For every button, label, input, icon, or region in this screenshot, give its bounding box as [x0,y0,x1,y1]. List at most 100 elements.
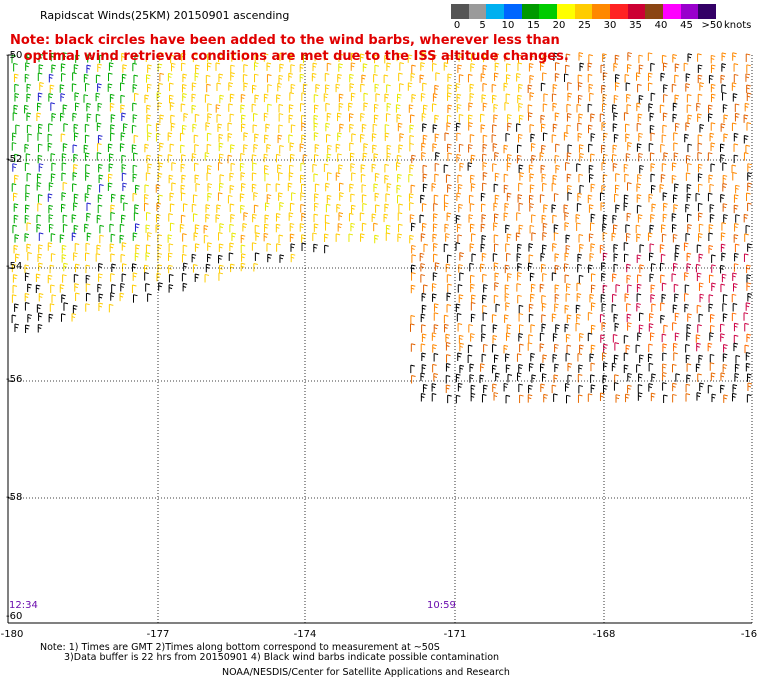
wind-barb [567,144,573,153]
wind-barb [266,62,272,71]
wind-barb [518,102,523,112]
wind-barb [207,183,213,192]
wind-barb [251,103,257,113]
wind-barb [507,373,513,383]
wind-barb [72,304,78,314]
wind-barb [194,162,199,172]
wind-barb [26,53,32,63]
wind-barb [50,253,56,262]
wind-barb [542,72,547,81]
wind-barb [182,233,187,242]
wind-barb [638,373,643,382]
wind-barb [482,102,488,112]
wind-barb [156,202,161,211]
wind-barb [731,122,737,131]
wind-barb [337,73,342,83]
wind-barb [471,53,476,62]
wind-barb [601,262,606,271]
wind-barb [651,373,656,382]
wind-barb [743,114,749,123]
wind-barb [650,284,656,293]
wind-barb [264,223,269,233]
wind-barb [613,62,618,72]
wind-barb [687,53,693,62]
wind-barb [731,164,737,174]
wind-barb [73,193,79,203]
wind-barb [722,353,728,362]
wind-barb [612,273,617,282]
wind-barb [183,112,189,122]
wind-barb [745,53,751,62]
wind-barb [615,284,621,293]
wind-barb [386,144,392,154]
wind-barb [662,62,668,71]
wind-barb [300,174,305,184]
wind-barb [99,184,104,193]
wind-barb [614,54,620,64]
wind-barb [145,53,151,63]
wind-barb [121,273,127,282]
wind-barb [614,342,619,351]
wind-barb [443,314,449,324]
wind-barb [539,194,545,203]
wind-barb [59,284,65,293]
wind-barb [204,94,210,103]
wind-barb [167,234,173,243]
wind-barb [433,324,439,333]
wind-barb [433,202,438,212]
wind-barb [575,214,581,223]
wind-barb [590,324,596,334]
wind-barb [264,172,270,182]
wind-barb [587,73,593,83]
wind-barb [602,72,608,81]
wind-barb [577,192,582,202]
wind-barb [746,373,752,382]
wind-barb [12,163,17,172]
wind-barb [747,182,752,191]
wind-barb [672,223,677,233]
wind-barb [469,243,475,252]
wind-barb [26,243,32,253]
wind-barb [505,332,511,341]
wind-barb [552,123,558,133]
wind-barb [361,194,367,203]
wind-barb [470,154,476,164]
wind-barb [710,83,716,93]
wind-barb [132,102,137,112]
wind-barb [565,53,571,63]
wind-barb [25,324,30,333]
wind-barb [13,203,19,212]
wind-barb [554,293,560,303]
wind-barb [673,342,678,352]
wind-barb [313,132,319,141]
wind-barb [661,163,667,172]
wind-barb [553,393,558,402]
wind-barb [181,83,187,93]
wind-barb [745,352,751,361]
wind-barb [746,333,752,343]
wind-barb [540,82,546,92]
wind-barb [527,394,533,403]
wind-barb [228,252,234,261]
wind-barb [661,134,667,143]
wind-barb [399,133,404,142]
wind-barb [648,193,654,203]
wind-barb [660,174,666,183]
wind-barb [314,202,319,212]
wind-barb [695,363,701,372]
wind-barb [649,112,655,122]
wind-barb [217,123,223,133]
wind-barb [288,114,294,124]
wind-barb [627,142,632,151]
wind-barb [278,234,284,243]
wind-barb [722,162,727,171]
wind-barb [326,62,332,72]
wind-barb [14,323,20,332]
wind-barb [12,284,18,294]
wind-barb [708,74,714,84]
wind-barb [288,72,293,82]
wind-barb [207,164,212,174]
wind-barb [291,192,296,201]
wind-barb [720,333,725,342]
wind-barb [410,184,416,194]
